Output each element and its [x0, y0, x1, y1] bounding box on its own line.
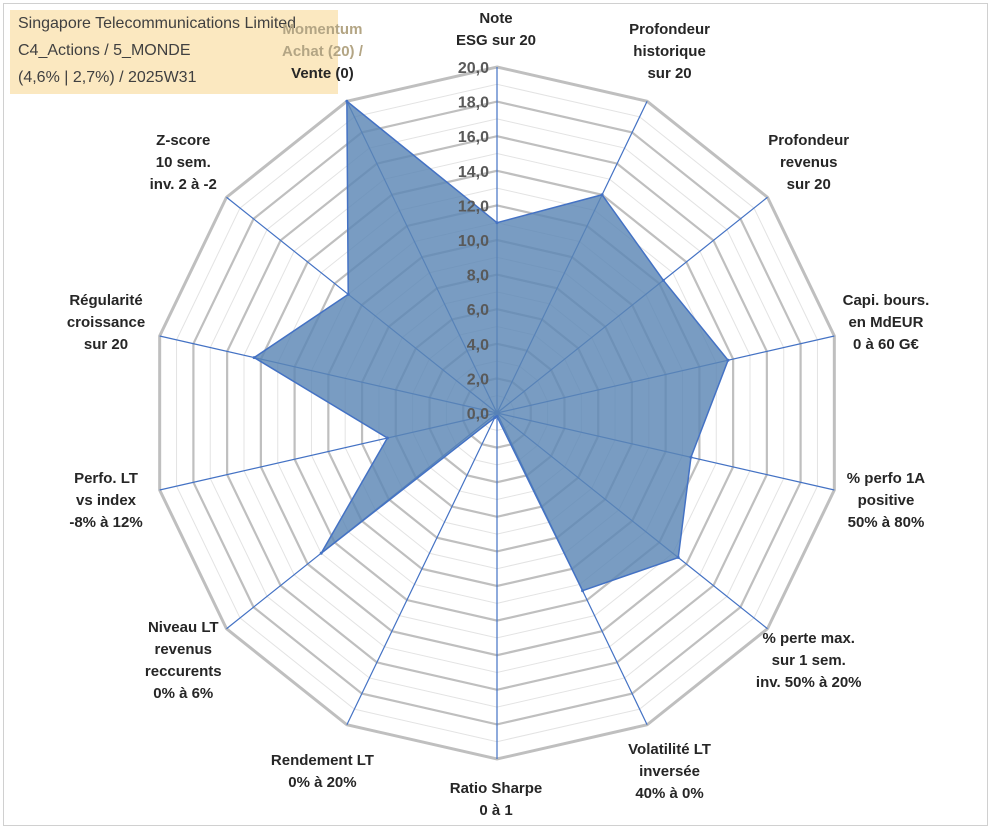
tick-label: 6,0: [467, 302, 489, 319]
radar-series: [252, 99, 730, 593]
axis-label: Ratio Sharpe 0 à 1: [450, 778, 543, 822]
axis-label-line: croissance: [66, 313, 146, 331]
axis-label: Z-score 10 sem. inv. 2 à -2: [150, 130, 217, 196]
chart-frame: 0,0 2,0 4,0 6,0 8,0 10,0 12,0 14,0 16,0 18,0 20,0: [3, 3, 988, 826]
axis-label-line: -8% à 12%: [69, 514, 143, 531]
axis-label-line: Capi. bours.: [842, 291, 930, 309]
portfolio-name: C4_Actions / 5_MONDE: [18, 42, 191, 59]
axis-label-line: Note: [479, 10, 513, 27]
data-point: [600, 193, 604, 197]
axis-label-line: Vente (0): [291, 64, 354, 82]
axis-label: Perfo. LT vs index -8% à 12%: [69, 468, 142, 534]
axis-label-line: vs index: [76, 492, 137, 509]
tick-label: 12,0: [458, 198, 489, 215]
axis-label: Momentum Achat (20) / Vente (0): [282, 19, 363, 85]
radar-chart: 0,0 2,0 4,0 6,0 8,0 10,0 12,0 14,0 16,0 18,0 20,0: [158, 60, 836, 761]
axis-label: % perfo 1A positive 50% à 80%: [847, 468, 925, 534]
axis-label: Volatilité LT inversée 40% à 0%: [628, 739, 711, 805]
axis-label-line: Ratio Sharpe: [449, 780, 543, 797]
axis-label: Régularité croissance sur 20: [67, 290, 145, 356]
axis-label-line: 0 à 60 G€: [853, 335, 919, 353]
axis-label-line: Rendement LT: [270, 752, 374, 770]
data-point: [493, 416, 497, 420]
company-name: Singapore Telecommunications Limited: [18, 15, 297, 32]
axis-label-line: Achat (20) /: [282, 42, 363, 60]
axis-label-line: Niveau LT: [147, 619, 219, 637]
axis-label-line: inv. 2 à -2: [149, 175, 217, 193]
tick-label: 4,0: [467, 337, 489, 354]
axis-label-line: sur 20: [647, 64, 692, 82]
axis-label-line: en MdEUR: [848, 313, 924, 331]
tick-label: 16,0: [458, 129, 489, 146]
data-point: [252, 356, 256, 360]
data-point: [345, 99, 349, 103]
axis-label-line: inv. 50% à 20%: [755, 674, 862, 692]
data-point: [495, 221, 499, 225]
axis-label-line: 0 à 1: [479, 802, 513, 819]
radar-tick-labels: 0,0 2,0 4,0 6,0 8,0 10,0 12,0 14,0 16,0 18,0 20,0: [458, 60, 489, 423]
axis-label-line: Profondeur: [629, 20, 710, 38]
tick-label: 2,0: [467, 371, 489, 388]
axis-label-line: 0% à 6%: [153, 685, 214, 703]
axis-label-line: 50% à 80%: [847, 514, 925, 531]
axis-label-line: inversée: [639, 763, 700, 781]
axis-label-line: Z-score: [156, 131, 211, 149]
axis-label-line: ESG sur 20: [455, 32, 537, 49]
data-point: [495, 414, 499, 418]
axis-label-line: Momentum: [282, 20, 363, 38]
data-point: [726, 358, 730, 362]
axis-label: Capi. bours. en MdEUR 0 à 60 G€: [843, 290, 930, 356]
axis-label: Profondeur revenus sur 20: [768, 130, 849, 196]
axis-label-line: % perte max.: [762, 630, 855, 648]
data-point: [581, 589, 585, 593]
axis-label-line: Régularité: [69, 291, 143, 309]
axis-label-line: historique: [633, 42, 706, 60]
axis-spoke: [346, 412, 498, 725]
axis-label-line: reccurents: [144, 663, 222, 681]
axis-label: Note ESG sur 20: [456, 8, 536, 52]
axis-label: Rendement LT 0% à 20%: [271, 750, 374, 794]
performance-stats: (4,6% | 2,7%) / 2025W31: [18, 69, 197, 86]
axis-label-line: % perfo 1A: [846, 470, 926, 487]
tick-label: 0,0: [467, 406, 489, 423]
axis-label-line: sur 1 sem.: [771, 652, 846, 670]
axis-label-line: Perfo. LT: [74, 470, 138, 487]
data-point: [385, 436, 389, 440]
tick-label: 8,0: [467, 268, 489, 285]
axis-label-line: positive: [857, 492, 915, 509]
axis-label: % perte max. sur 1 sem. inv. 50% à 20%: [756, 628, 862, 694]
data-point: [689, 455, 693, 459]
axis-label-line: Profondeur: [768, 131, 850, 149]
data-point: [319, 551, 323, 555]
data-point: [346, 292, 350, 296]
data-point: [661, 278, 665, 282]
tick-label: 18,0: [458, 95, 489, 112]
axis-label-line: revenus: [779, 153, 838, 171]
series-area: [253, 100, 729, 592]
axis-label: Profondeur historique sur 20: [629, 19, 710, 85]
axis-label-line: Volatilité LT: [628, 741, 711, 759]
axis-label-line: sur 20: [786, 175, 831, 193]
info-box: Singapore Telecommunications Limited C4_…: [10, 10, 338, 94]
tick-label: 20,0: [458, 60, 489, 77]
axis-label: Niveau LT revenus reccurents 0% à 6%: [145, 617, 222, 705]
axis-label-line: sur 20: [83, 335, 129, 353]
axis-label-line: revenus: [154, 641, 213, 659]
tick-label: 10,0: [458, 233, 489, 250]
tick-label: 14,0: [458, 164, 489, 181]
data-point: [676, 556, 680, 560]
axis-label-line: 10 sem.: [155, 153, 211, 171]
axis-label-line: 40% à 0%: [635, 785, 704, 803]
axis-label-line: 0% à 20%: [288, 774, 357, 792]
